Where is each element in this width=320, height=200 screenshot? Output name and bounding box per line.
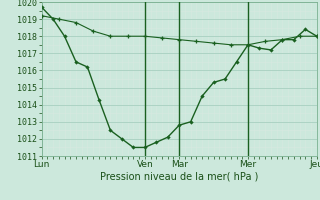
X-axis label: Pression niveau de la mer( hPa ): Pression niveau de la mer( hPa ) — [100, 172, 258, 182]
